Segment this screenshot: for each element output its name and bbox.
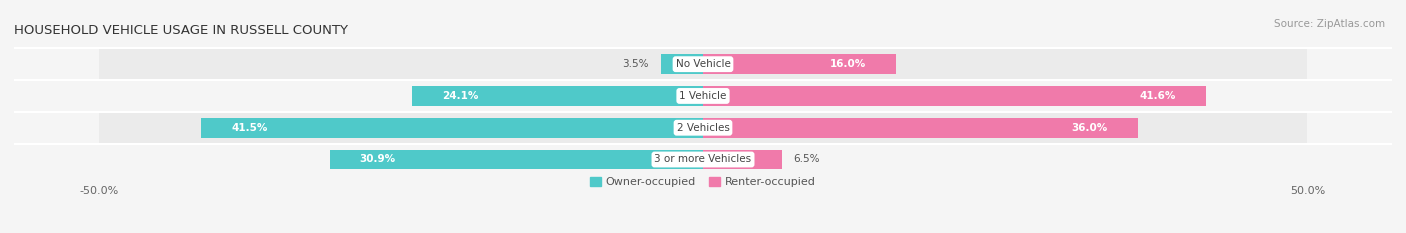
Text: 6.5%: 6.5% <box>793 154 820 164</box>
Bar <box>98 144 1308 175</box>
Bar <box>703 86 1206 106</box>
Text: 30.9%: 30.9% <box>360 154 396 164</box>
Legend: Owner-occupied, Renter-occupied: Owner-occupied, Renter-occupied <box>591 177 815 187</box>
Bar <box>703 118 1137 137</box>
Text: 24.1%: 24.1% <box>441 91 478 101</box>
Text: 41.6%: 41.6% <box>1139 91 1175 101</box>
Bar <box>703 150 782 169</box>
Text: 2 Vehicles: 2 Vehicles <box>676 123 730 133</box>
Bar <box>703 54 897 74</box>
Text: 1 Vehicle: 1 Vehicle <box>679 91 727 101</box>
Text: 41.5%: 41.5% <box>232 123 269 133</box>
Text: 16.0%: 16.0% <box>830 59 866 69</box>
Bar <box>329 150 703 169</box>
Bar <box>412 86 703 106</box>
Text: HOUSEHOLD VEHICLE USAGE IN RUSSELL COUNTY: HOUSEHOLD VEHICLE USAGE IN RUSSELL COUNT… <box>14 24 349 37</box>
Bar <box>661 54 703 74</box>
Text: 3 or more Vehicles: 3 or more Vehicles <box>654 154 752 164</box>
Bar <box>98 48 1308 80</box>
Text: 36.0%: 36.0% <box>1071 123 1108 133</box>
Text: 3.5%: 3.5% <box>621 59 648 69</box>
Bar <box>98 80 1308 112</box>
Bar <box>98 112 1308 144</box>
Text: Source: ZipAtlas.com: Source: ZipAtlas.com <box>1274 19 1385 29</box>
Bar <box>201 118 703 137</box>
Text: No Vehicle: No Vehicle <box>675 59 731 69</box>
